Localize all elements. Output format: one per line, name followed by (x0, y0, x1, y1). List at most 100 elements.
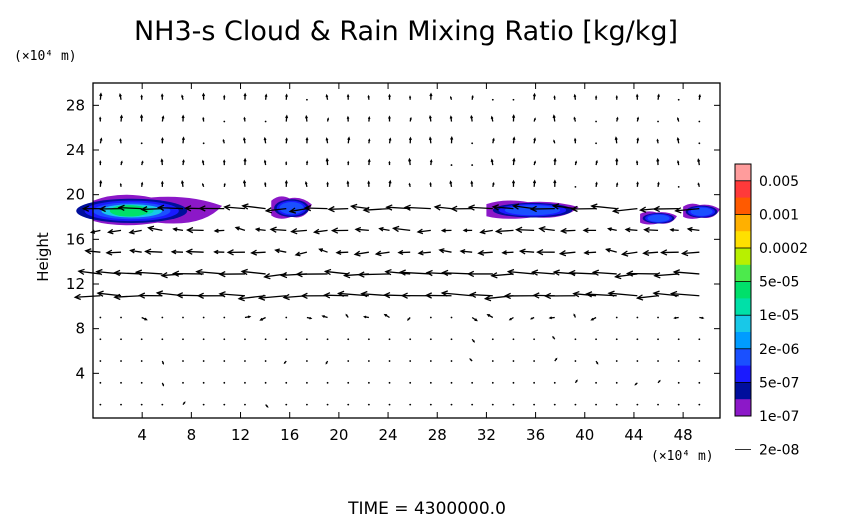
wind-vector-head (459, 248, 466, 255)
wind-vector-head (264, 207, 273, 214)
wind-vector-head (575, 379, 578, 382)
wind-vector-head (95, 268, 103, 276)
wind-vector-head (635, 294, 644, 301)
wind-vector (99, 160, 102, 166)
wind-vector-shaft (516, 229, 535, 232)
wind-vector (657, 93, 660, 100)
wind-vector (388, 160, 391, 166)
wind-vector (677, 160, 680, 166)
wind-vector (201, 159, 205, 166)
wind-vector (244, 381, 246, 384)
wind-vector-head (84, 248, 92, 255)
y-tick-label: 28 (66, 96, 85, 114)
wind-vector-head (303, 204, 312, 212)
wind-vector-head (533, 117, 536, 121)
wind-vector (672, 269, 700, 276)
wind-vector (161, 382, 165, 387)
wind-vector (512, 403, 515, 406)
wind-vector (349, 203, 369, 211)
wind-vector-head (139, 114, 144, 119)
wind-vector (140, 94, 143, 100)
wind-vector (367, 180, 371, 187)
wind-vector (335, 249, 349, 256)
wind-vector-head (429, 92, 433, 97)
wind-vector (223, 338, 226, 341)
wind-vector-head (264, 181, 267, 185)
wind-vector (595, 181, 598, 187)
wind-vector (196, 292, 225, 299)
wind-vector-head (347, 136, 351, 141)
y-tick-label: 16 (66, 230, 85, 248)
wind-vector-head (170, 249, 177, 255)
wind-vector-shaft (235, 226, 246, 232)
wind-vector (553, 381, 556, 384)
wind-vector (408, 136, 412, 144)
wind-vector-shaft (158, 206, 184, 210)
wind-vector-shaft (674, 271, 700, 275)
wind-vector (223, 360, 226, 362)
wind-vector-head (243, 92, 247, 97)
wind-vector (264, 360, 267, 362)
wind-vector (676, 136, 680, 144)
x-tick-label: 4 (137, 426, 147, 444)
wind-vector (536, 248, 555, 256)
wind-vector-head (161, 137, 164, 141)
colorbar-label: 1e-05 (759, 308, 799, 324)
wind-vector-head (77, 268, 85, 276)
wind-vector (450, 135, 454, 144)
wind-vector (538, 225, 555, 233)
wind-vector-head (349, 203, 358, 211)
wind-vector (304, 181, 308, 187)
wind-vector-shaft (626, 228, 638, 232)
wind-vector (636, 360, 639, 362)
wind-vector (471, 403, 474, 406)
wind-vector (326, 338, 329, 341)
wind-vector-head (304, 181, 308, 185)
wind-vector (583, 250, 597, 256)
wind-vector-head (213, 228, 219, 233)
wind-vector-head (428, 136, 432, 141)
wind-vector-shaft (145, 250, 163, 253)
wind-vector-shaft (256, 228, 266, 232)
wind-vector (357, 271, 390, 278)
wind-vector (306, 360, 308, 362)
wind-vector-head (391, 225, 400, 233)
wind-vector (503, 292, 535, 300)
wind-vector-head (553, 157, 557, 162)
wind-vector (471, 381, 474, 384)
wind-vector (306, 316, 313, 320)
wind-vector-head (99, 137, 103, 141)
wind-vector (574, 160, 578, 166)
y-tick-label: 24 (66, 141, 85, 159)
wind-vector (242, 179, 247, 187)
wind-vector-head (295, 270, 303, 278)
wind-vector-head (615, 182, 619, 186)
wind-vector-head (107, 228, 114, 235)
wind-vector (120, 338, 122, 341)
wind-vector (120, 381, 122, 384)
wind-vector-head (184, 205, 192, 212)
wind-vector (543, 292, 576, 300)
wind-vector-head (424, 292, 433, 299)
wind-vector-head (492, 181, 495, 185)
wind-vector-head (346, 180, 350, 184)
wind-vector-shaft (442, 292, 473, 297)
wind-vector-shaft (654, 273, 679, 277)
wind-vector (479, 229, 493, 235)
wind-vector-head (635, 160, 639, 164)
wind-vector (363, 315, 369, 319)
wind-vector (642, 249, 659, 257)
wind-vector (99, 92, 103, 100)
wind-vector-head (105, 249, 113, 256)
wind-vector-shaft (675, 207, 700, 212)
wind-vector (508, 316, 514, 321)
wind-vector-head (99, 179, 103, 184)
wind-vector-head (438, 248, 445, 254)
wind-vector-head (144, 317, 148, 321)
wind-vector (119, 114, 123, 122)
wind-vector (202, 316, 205, 319)
wind-vector (491, 360, 494, 362)
colorbar-segment (735, 180, 751, 198)
wind-vector (346, 115, 350, 122)
wind-vector-head (636, 116, 640, 120)
